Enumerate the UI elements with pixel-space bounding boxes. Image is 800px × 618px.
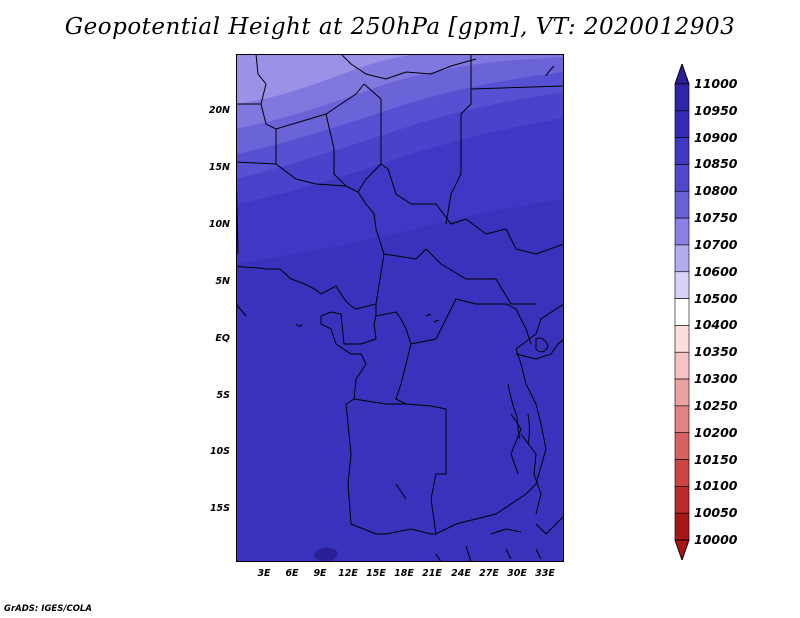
colorbar-segment [674, 164, 690, 192]
lon-label: 30E [507, 568, 527, 579]
colorbar-level-label: 10850 [694, 156, 738, 172]
colorbar-segment [674, 217, 690, 246]
lon-label: 15E [366, 568, 386, 579]
colorbar-level-label: 10200 [694, 424, 738, 440]
lakes [295, 65, 555, 445]
lon-label: 27E [479, 568, 499, 579]
lat-label: 10N [208, 219, 230, 230]
lon-label: 24E [451, 568, 471, 579]
colorbar-segment [674, 325, 690, 353]
colorbar-level-label: 10250 [694, 397, 738, 413]
map-title: Geopotential Height at 250hPa [gpm], VT:… [64, 14, 736, 40]
colorbar-segment [674, 137, 690, 165]
lon-label: 18E [394, 568, 414, 579]
lat-label: 15N [208, 162, 230, 173]
credit-text: GrADS: IGES/COLA [4, 604, 92, 614]
colorbar-level-label: 10300 [694, 371, 738, 387]
colorbar-level-label: 10350 [694, 344, 738, 360]
country-borders [236, 54, 564, 562]
colorbar-segment [674, 271, 690, 299]
colorbar-level-label: 10000 [694, 532, 738, 547]
lat-label: 20N [208, 105, 230, 116]
colorbar [670, 62, 770, 562]
colorbar-level-label: 10700 [694, 236, 738, 252]
colorbar-level-label: 10800 [694, 183, 738, 199]
colorbar-segment [674, 512, 690, 541]
colorbar-segment [674, 298, 690, 326]
field-spot [313, 547, 338, 561]
lon-label: 6E [285, 568, 299, 579]
colorbar-segment [674, 486, 690, 514]
colorbar-level-label: 10900 [694, 129, 738, 145]
field-band-6 [236, 54, 416, 104]
lat-label: 5N [215, 276, 230, 287]
colorbar-graphic [674, 62, 690, 562]
lat-label: 10S [209, 446, 230, 457]
geopotential-map [236, 54, 564, 562]
colorbar-level-label: 10600 [694, 263, 738, 279]
colorbar-min-arrow [674, 539, 690, 562]
colorbar-segment [674, 405, 690, 434]
colorbar-segment [674, 351, 690, 380]
colorbar-level-label: 10050 [694, 505, 738, 521]
colorbar-level-label: 11000 [694, 76, 738, 91]
colorbar-level-label: 10500 [694, 290, 738, 306]
colorbar-level-label: 10950 [694, 102, 738, 118]
lon-label: 9E [313, 568, 327, 579]
lon-label: 33E [535, 568, 555, 579]
colorbar-segment [674, 83, 690, 112]
colorbar-segment [674, 244, 690, 273]
colorbar-level-label: 10750 [694, 210, 738, 226]
map-panel [236, 54, 564, 562]
colorbar-segment [674, 190, 690, 219]
lon-label: 21E [422, 568, 442, 579]
colorbar-level-label: 10400 [694, 317, 738, 333]
lon-label: 3E [257, 568, 271, 579]
lat-label: 15S [209, 503, 230, 514]
colorbar-max-arrow [674, 62, 690, 85]
colorbar-segment [674, 432, 690, 460]
colorbar-segment [674, 110, 690, 138]
colorbar-level-label: 10150 [694, 451, 738, 467]
colorbar-segment [674, 378, 690, 407]
lat-label: 5S [216, 390, 230, 401]
colorbar-level-label: 10100 [694, 478, 738, 494]
colorbar-segment [674, 459, 690, 487]
lon-label: 12E [338, 568, 358, 579]
lat-label: EQ [215, 333, 230, 344]
map-frame [236, 54, 564, 562]
